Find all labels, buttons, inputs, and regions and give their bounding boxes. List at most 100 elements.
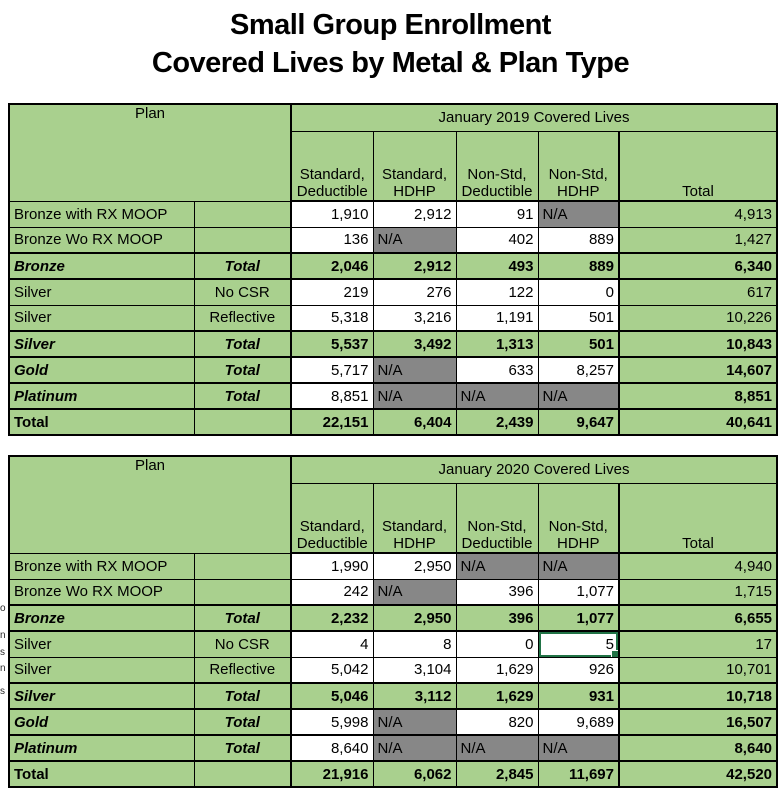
cell-total[interactable]: 10,226 (617, 304, 778, 332)
cell-plan-label[interactable]: Total (8, 408, 195, 436)
cell-value[interactable]: 3,216 (372, 304, 457, 332)
cell-plan-label[interactable]: Bronze (8, 252, 195, 280)
cell-total[interactable]: 10,718 (617, 682, 778, 710)
cell-value[interactable]: 820 (455, 708, 539, 736)
cell-plan-sublabel[interactable] (193, 226, 292, 254)
cell-plan-label[interactable]: Bronze with RX MOOP (8, 552, 195, 580)
cell-value[interactable]: 889 (537, 252, 620, 280)
cell-value[interactable]: 5,042 (290, 656, 374, 684)
cell-value[interactable]: 3,104 (372, 656, 457, 684)
cell-value[interactable]: 1,990 (290, 552, 374, 580)
cell-value[interactable]: 276 (372, 278, 457, 306)
cell-value[interactable]: N/A (537, 734, 620, 762)
cell-value[interactable]: 21,916 (290, 760, 374, 788)
cell-value[interactable]: 396 (455, 578, 539, 606)
cell-plan-label[interactable]: Gold (8, 708, 195, 736)
cell-value[interactable]: 3,112 (372, 682, 457, 710)
cell-plan-sublabel[interactable]: Total (193, 252, 292, 280)
cell-value[interactable]: 5 (537, 630, 620, 658)
cell-value[interactable]: 501 (537, 330, 620, 358)
cell-value[interactable]: 402 (455, 226, 539, 254)
cell-value[interactable]: N/A (372, 708, 457, 736)
cell-value[interactable]: 5,537 (290, 330, 374, 358)
cell-value[interactable]: 9,689 (537, 708, 620, 736)
cell-value[interactable]: 0 (455, 630, 539, 658)
cell-total[interactable]: 10,843 (617, 330, 778, 358)
cell-value[interactable]: 1,629 (455, 682, 539, 710)
column-header-cell[interactable]: Non-Std, HDHP (537, 130, 620, 202)
cell-plan-label[interactable]: Total (8, 760, 195, 788)
cell-plan-sublabel[interactable]: Reflective (193, 656, 292, 684)
cell-value[interactable]: 8,851 (290, 382, 374, 410)
cell-plan-label[interactable]: Bronze (8, 604, 195, 632)
cell-plan-sublabel[interactable] (193, 200, 292, 228)
cell-value[interactable]: 501 (537, 304, 620, 332)
cell-total[interactable]: 6,340 (617, 252, 778, 280)
cell-value[interactable]: 926 (537, 656, 620, 684)
cell-total[interactable]: 1,427 (617, 226, 778, 254)
cell-value[interactable]: N/A (455, 552, 539, 580)
plan-header-cell[interactable]: Plan (8, 455, 292, 554)
cell-plan-sublabel[interactable] (193, 408, 292, 436)
total-column-header-cell[interactable]: Total (617, 130, 778, 202)
cell-plan-label[interactable]: Silver (8, 330, 195, 358)
cell-value[interactable]: 1,077 (537, 578, 620, 606)
cell-total[interactable]: 1,715 (617, 578, 778, 606)
cell-total[interactable]: 42,520 (617, 760, 778, 788)
cell-value[interactable]: 9,647 (537, 408, 620, 436)
cell-value[interactable]: 6,062 (372, 760, 457, 788)
cell-value[interactable]: N/A (372, 578, 457, 606)
cell-value[interactable]: 633 (455, 356, 539, 384)
cell-value[interactable]: 0 (537, 278, 620, 306)
cell-plan-sublabel[interactable] (193, 760, 292, 788)
cell-value[interactable]: 8,640 (290, 734, 374, 762)
cell-value[interactable]: 1,191 (455, 304, 539, 332)
column-header-cell[interactable]: Standard, HDHP (372, 482, 457, 554)
cell-total[interactable]: 10,701 (617, 656, 778, 684)
cell-plan-label[interactable]: Silver (8, 304, 195, 332)
column-header-cell[interactable]: Standard, Deductible (290, 130, 374, 202)
cell-value[interactable]: 8 (372, 630, 457, 658)
cell-value[interactable]: 5,318 (290, 304, 374, 332)
cell-plan-label[interactable]: Bronze Wo RX MOOP (8, 578, 195, 606)
cell-value[interactable]: 2,912 (372, 200, 457, 228)
total-column-header-cell[interactable]: Total (617, 482, 778, 554)
cell-plan-label[interactable]: Silver (8, 278, 195, 306)
cell-total[interactable]: 16,507 (617, 708, 778, 736)
cell-plan-sublabel[interactable]: Total (193, 708, 292, 736)
cell-plan-sublabel[interactable]: Total (193, 356, 292, 384)
cell-plan-label[interactable]: Platinum (8, 734, 195, 762)
cell-value[interactable]: N/A (372, 356, 457, 384)
cell-plan-sublabel[interactable] (193, 578, 292, 606)
cell-plan-sublabel[interactable]: Total (193, 330, 292, 358)
cell-plan-label[interactable]: Gold (8, 356, 195, 384)
cell-total[interactable]: 8,640 (617, 734, 778, 762)
cell-value[interactable]: N/A (372, 734, 457, 762)
cell-value[interactable]: 2,912 (372, 252, 457, 280)
cell-value[interactable]: 11,697 (537, 760, 620, 788)
cell-total[interactable]: 617 (617, 278, 778, 306)
cell-total[interactable]: 4,913 (617, 200, 778, 228)
cell-plan-label[interactable]: Bronze Wo RX MOOP (8, 226, 195, 254)
cell-value[interactable]: 493 (455, 252, 539, 280)
cell-plan-label[interactable]: Platinum (8, 382, 195, 410)
cell-plan-sublabel[interactable]: Total (193, 382, 292, 410)
cell-value[interactable]: N/A (537, 200, 620, 228)
cell-value[interactable]: 136 (290, 226, 374, 254)
cell-value[interactable]: N/A (537, 552, 620, 580)
cell-total[interactable]: 4,940 (617, 552, 778, 580)
cell-value[interactable]: N/A (455, 734, 539, 762)
column-header-cell[interactable]: Standard, Deductible (290, 482, 374, 554)
cell-total[interactable]: 40,641 (617, 408, 778, 436)
cell-value[interactable]: 1,629 (455, 656, 539, 684)
cell-value[interactable]: 2,845 (455, 760, 539, 788)
cell-value[interactable]: 2,439 (455, 408, 539, 436)
cell-total[interactable]: 6,655 (617, 604, 778, 632)
cell-value[interactable]: N/A (372, 382, 457, 410)
cell-plan-sublabel[interactable]: Total (193, 734, 292, 762)
cell-value[interactable]: 3,492 (372, 330, 457, 358)
column-header-cell[interactable]: Standard, HDHP (372, 130, 457, 202)
cell-value[interactable]: 22,151 (290, 408, 374, 436)
cell-value[interactable]: 931 (537, 682, 620, 710)
cell-plan-sublabel[interactable]: Total (193, 604, 292, 632)
